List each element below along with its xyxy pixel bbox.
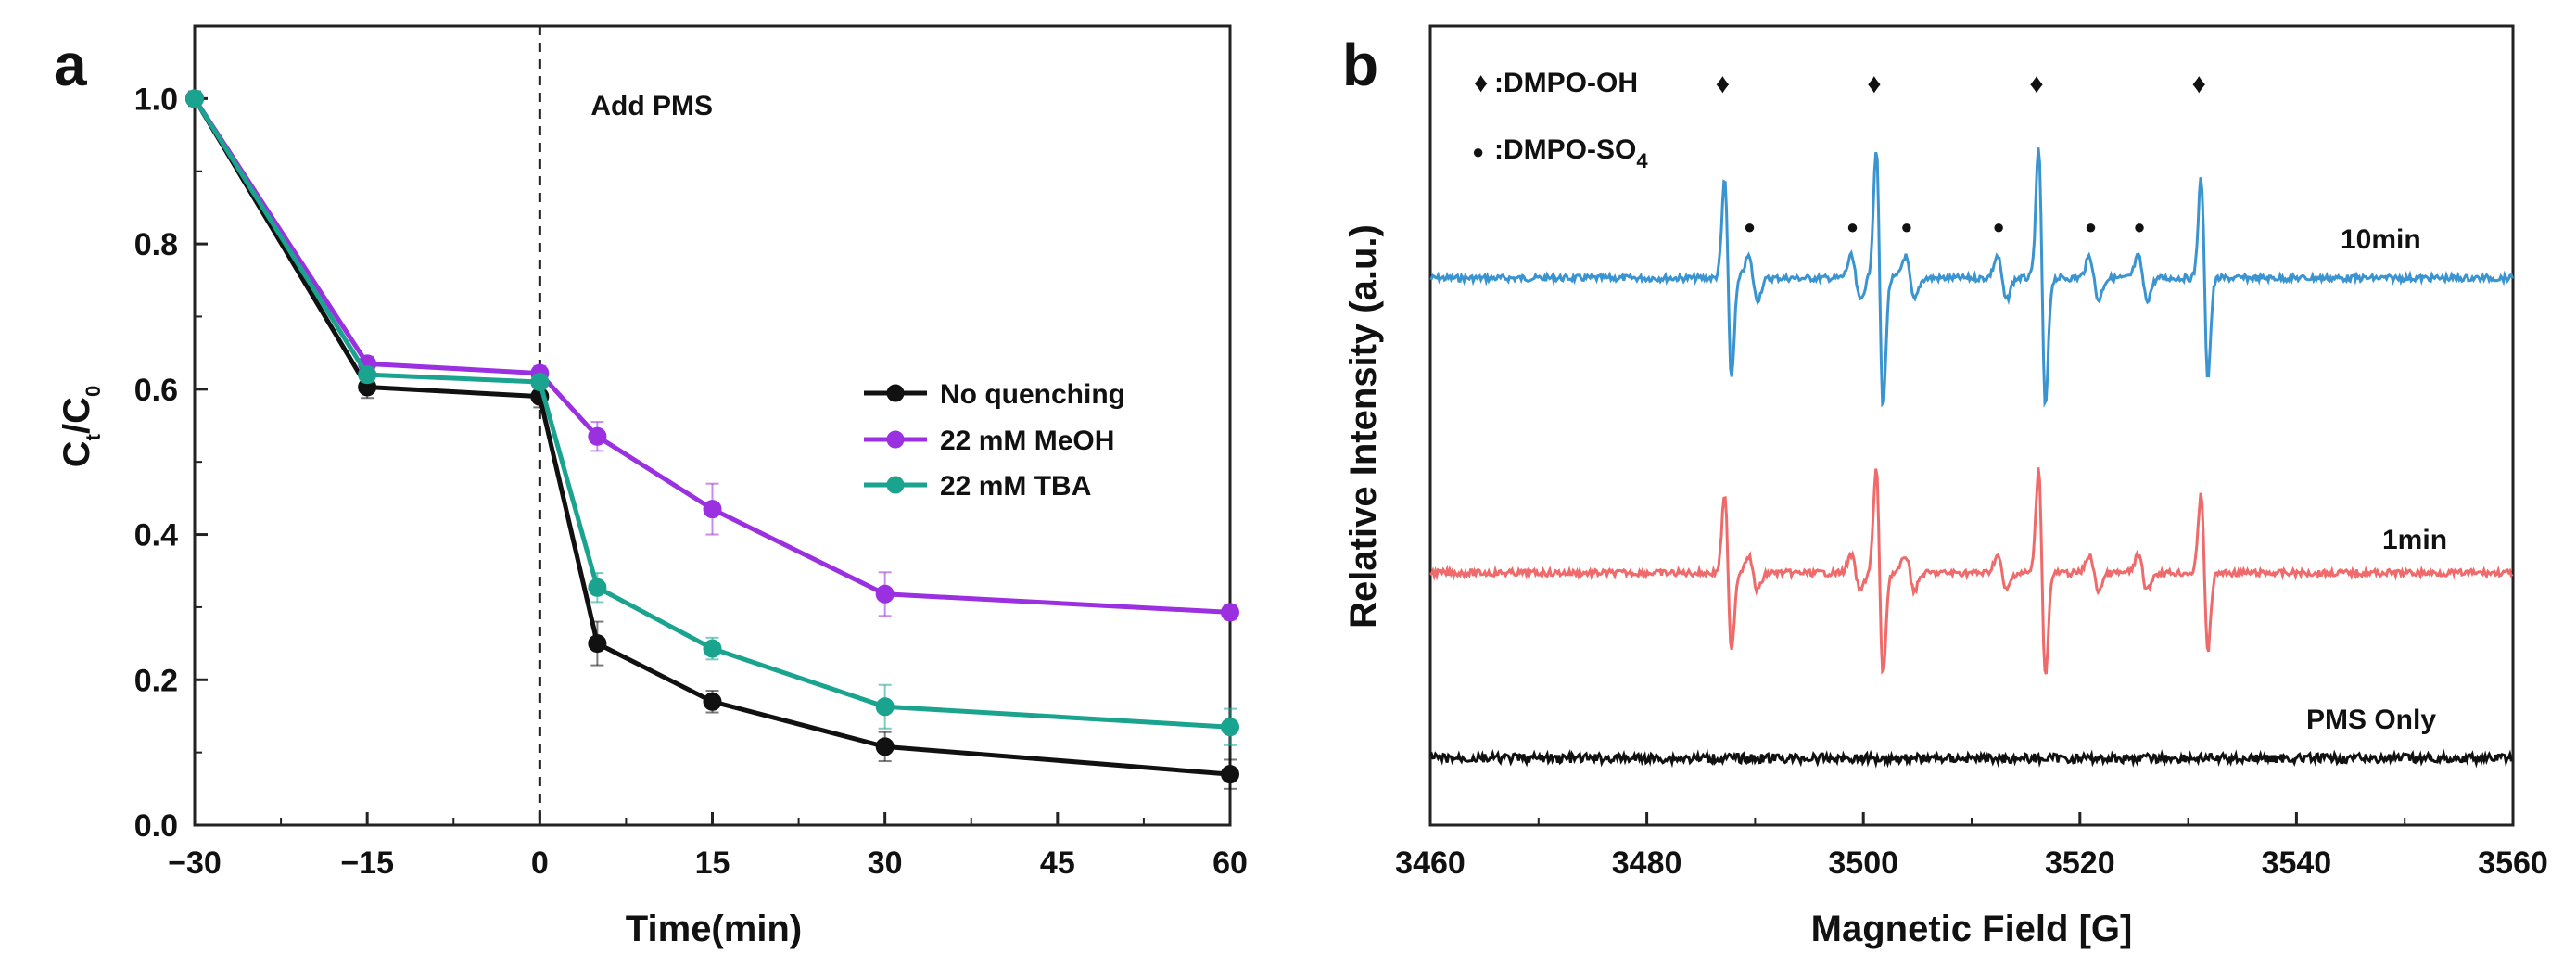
b-spectrum-pms-only [1429, 748, 2513, 769]
b-x-ticks: 3460 3480 3500 3520 3540 3560 [1395, 812, 2548, 881]
a-series-group [185, 89, 1239, 790]
b-peak-markers: ♦ ♦ ♦ ♦ ● ● ● ● ● ● [1716, 69, 2206, 238]
a-x-tick-label: 60 [1212, 846, 1248, 881]
a-ylabel-slash: / [57, 424, 97, 434]
a-point-no-quenching [703, 692, 722, 711]
a-point-22-mm-tba [588, 578, 607, 597]
a-x-tick-label: −15 [340, 846, 394, 881]
a-y-tick-label: 0.8 [134, 227, 178, 262]
b-x-tick-label: 3540 [2262, 846, 2332, 881]
dot-marker: ● [1900, 215, 1912, 238]
a-point-22-mm-tba [875, 697, 895, 717]
b-legend-item-dmpo-oh: ♦ :DMPO-OH [1474, 68, 1638, 98]
a-point-no-quenching [588, 634, 607, 654]
diamond-marker: ♦ [2192, 69, 2206, 99]
a-series-22-mm-tba [185, 89, 1239, 746]
a-point-22-mm-meoh [703, 500, 722, 519]
b-spectra-group [1429, 147, 2514, 769]
b-x-tick-label: 3560 [2478, 846, 2548, 881]
a-legend: No quenching 22 mM MeOH 22 mM TBA [864, 379, 1125, 502]
a-point-22-mm-meoh [875, 584, 895, 604]
b-x-tick-label: 3520 [2045, 846, 2115, 881]
a-point-22-mm-tba [358, 365, 377, 385]
b-legend-label-dmpo-so4-sub: 4 [1636, 149, 1648, 172]
a-x-tick-label: 45 [1040, 846, 1075, 881]
a-ylabel-c2: C [57, 397, 97, 424]
b-y-axis-title: Relative Intensity (a.u.) [1343, 224, 1384, 629]
b-spectrum-10min [1429, 147, 2514, 408]
legend-label-no-quenching: No quenching [940, 379, 1125, 410]
a-y-tick-label: 0.4 [134, 518, 178, 553]
a-ylabel-sub-t: t [82, 433, 105, 440]
legend-marker-no-quenching [886, 384, 905, 402]
label-pms-only: PMS Only [2306, 705, 2436, 735]
dot-marker: ● [1744, 215, 1756, 238]
panel-letter-b: b [1342, 32, 1378, 98]
dot-marker: ● [2133, 215, 2145, 238]
a-x-axis-title: Time(min) [626, 909, 802, 949]
dot-marker: ● [1993, 215, 2005, 238]
a-point-22-mm-tba [703, 639, 722, 658]
legend-item-no-quenching: No quenching [864, 379, 1125, 410]
a-y-ticks: 0.0 0.2 0.4 0.6 0.8 1.0 [134, 25, 208, 844]
a-y-tick-label: 0.0 [134, 808, 178, 844]
a-point-no-quenching [875, 737, 895, 756]
a-point-22-mm-tba [185, 89, 204, 108]
a-point-22-mm-tba [530, 372, 550, 391]
a-x-tick-label: −30 [168, 846, 222, 881]
legend-label-tba: 22 mM TBA [940, 471, 1091, 502]
b-legend-item-dmpo-so4: ● :DMPO-SO4 [1472, 134, 1648, 172]
a-line-22-mm-tba [192, 97, 1231, 730]
b-legend-label-dmpo-so4: :DMPO-SO4 [1494, 134, 1648, 172]
b-x-axis-title: Magnetic Field [G] [1811, 909, 2133, 949]
diamond-marker: ♦ [1867, 69, 1881, 99]
b-legend: ♦ :DMPO-OH ● :DMPO-SO4 [1472, 68, 1648, 172]
diamond-marker: ♦ [1716, 69, 1730, 99]
b-x-tick-label: 3460 [1395, 846, 1466, 881]
legend-marker-tba [886, 476, 905, 494]
diamond-marker: ♦ [2029, 69, 2043, 99]
b-legend-label-dmpo-oh: :DMPO-OH [1494, 68, 1638, 98]
a-point-22-mm-meoh [588, 426, 607, 446]
a-y-tick-label: 0.2 [134, 663, 178, 698]
panel-a: a −30 −15 0 15 30 45 60 0.0 0.2 0.4 0.6 0.8 1.0 Add… [54, 24, 1248, 949]
dot-icon: ● [1472, 140, 1484, 163]
label-10min: 10min [2341, 224, 2421, 255]
a-x-ticks: −30 −15 0 15 30 45 60 [168, 812, 1248, 881]
a-point-22-mm-tba [1221, 718, 1239, 737]
a-y-tick-label: 1.0 [134, 82, 178, 117]
b-legend-label-dmpo-so-text: :DMPO-SO [1494, 134, 1636, 165]
a-ylabel-sub-0: 0 [82, 386, 105, 397]
legend-item-tba: 22 mM TBA [864, 471, 1091, 502]
b-spectrum-1min [1429, 467, 2514, 675]
dot-marker: ● [2085, 215, 2097, 238]
b-x-tick-label: 3480 [1612, 846, 1682, 881]
a-x-tick-label: 30 [868, 846, 903, 881]
label-1min: 1min [2382, 525, 2447, 555]
a-x-tick-label: 0 [531, 846, 549, 881]
legend-label-meoh: 22 mM MeOH [940, 426, 1114, 456]
a-series-22-mm-meoh [185, 89, 1239, 622]
legend-marker-meoh [886, 430, 905, 449]
a-point-22-mm-meoh [1221, 603, 1239, 622]
a-y-tick-label: 0.6 [134, 373, 178, 408]
b-x-tick-label: 3500 [1828, 846, 1898, 881]
a-y-axis-title: Ct/C0 [57, 386, 105, 467]
panel-letter-a: a [54, 32, 87, 98]
a-ylabel-c1: C [57, 440, 97, 467]
legend-item-meoh: 22 mM MeOH [864, 426, 1114, 456]
a-x-tick-label: 15 [695, 846, 730, 881]
add-pms-label: Add PMS [590, 91, 713, 121]
panel-b: b 3460 3480 3500 3520 3540 3560 ♦ ♦ ♦ ♦ ● ● ● ● ● ● 10… [1342, 24, 2548, 949]
a-point-no-quenching [1221, 765, 1239, 784]
diamond-icon: ♦ [1474, 68, 1488, 98]
dot-marker: ● [1846, 215, 1859, 238]
